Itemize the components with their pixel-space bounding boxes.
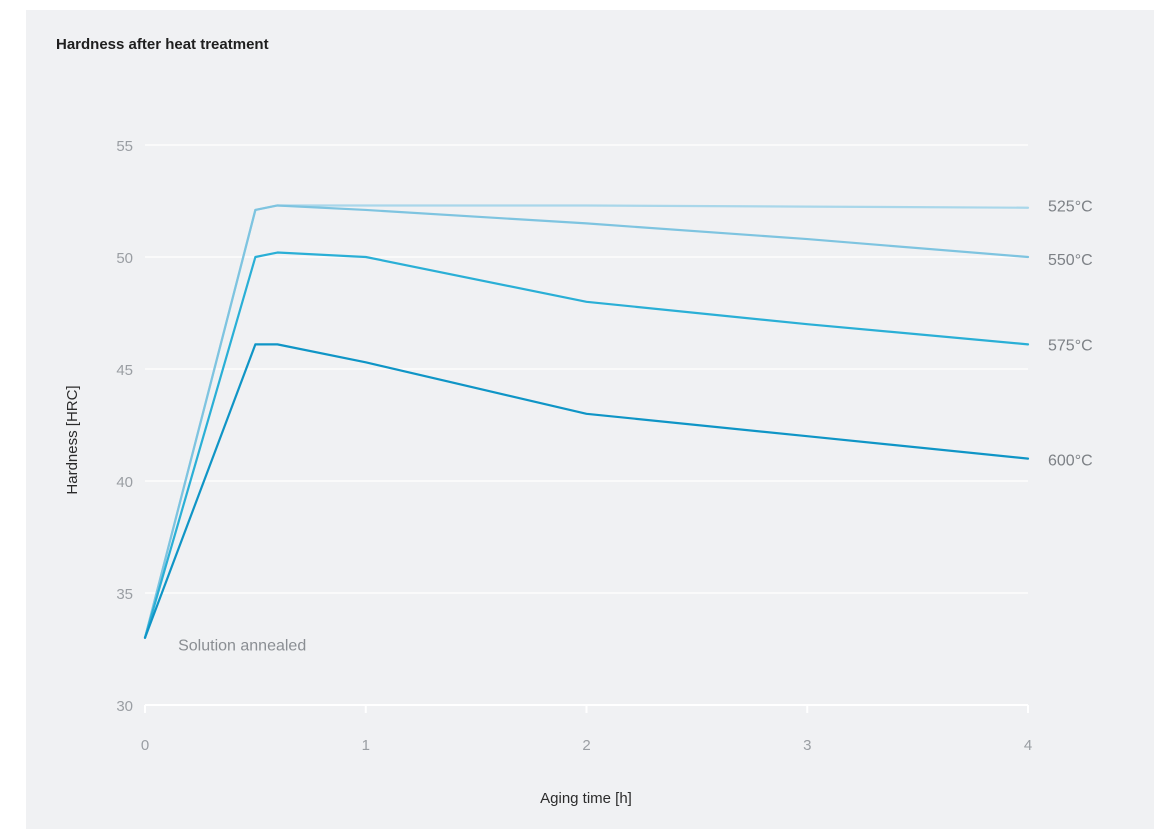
y-tick-label-35: 35: [116, 586, 133, 603]
solution-annealed-annotation: Solution annealed: [178, 638, 306, 655]
y-tick-label-45: 45: [116, 362, 133, 379]
tick-labels: 30 35 40 45 50 55 0 1 2 3 4: [116, 138, 1032, 754]
series-label-600c: 600°C: [1048, 453, 1093, 470]
series-label-525c: 525°C: [1048, 199, 1093, 216]
series-line-525c: [143, 204, 1030, 639]
x-axis-title: Aging time [h]: [540, 790, 632, 807]
series-labels: 525°C 550°C 575°C 600°C: [1048, 199, 1093, 470]
series-line-600c: [143, 343, 1030, 639]
series-line-550c: [143, 204, 1030, 639]
series-label-575c: 575°C: [1048, 337, 1093, 354]
y-tick-label-50: 50: [116, 250, 133, 267]
y-tick-label-40: 40: [116, 474, 133, 491]
chart-title: Hardness after heat treatment: [56, 36, 269, 53]
y-tick-label-30: 30: [116, 698, 133, 715]
y-tick-label-55: 55: [116, 138, 133, 155]
x-tick-label-0: 0: [141, 737, 149, 754]
x-axis: [144, 704, 1029, 713]
x-tick-label-3: 3: [803, 737, 811, 754]
chart-panel: [26, 10, 1154, 829]
x-tick-label-4: 4: [1024, 737, 1032, 754]
x-tick-label-1: 1: [362, 737, 370, 754]
series-lines: [143, 204, 1030, 639]
grid-lines: [145, 144, 1028, 594]
series-line-575c: [143, 251, 1030, 639]
y-axis-title: Hardness [HRC]: [64, 385, 81, 494]
x-tick-label-2: 2: [582, 737, 590, 754]
series-label-550c: 550°C: [1048, 252, 1093, 269]
